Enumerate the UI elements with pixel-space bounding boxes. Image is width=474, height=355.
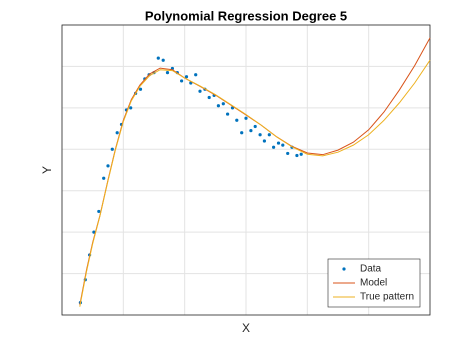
data-point [110,147,114,151]
data-point [262,139,266,143]
data-point [106,164,110,168]
y-axis-label: Y [40,166,54,174]
data-point [240,131,244,135]
plot-frame [61,24,431,316]
data-point [286,151,290,156]
data-point [258,133,262,137]
data-point [281,143,285,147]
data-point [249,129,253,133]
data-point [115,131,119,135]
data-point [180,79,184,83]
data-point [92,230,96,234]
data-point [295,153,299,158]
data-point [138,87,143,91]
data-point [221,102,225,106]
data-point [299,152,303,156]
data-point [102,176,106,180]
legend-marker [342,267,346,271]
data-point [97,209,101,214]
data-point [165,71,170,75]
legend-label: Model [360,278,387,289]
data-point [226,112,230,116]
x-axis-label: X [242,321,250,335]
series-line [79,59,431,307]
data-point [235,118,239,122]
data-point [272,145,276,149]
chart-title: Polynomial Regression Degree 5 [145,8,347,23]
data-point [198,89,202,93]
data-point [216,104,220,108]
data-point [244,116,248,120]
data-point [161,58,165,62]
data-point [276,141,281,145]
data-point [253,124,257,129]
data-point [129,106,133,110]
data-point [184,75,189,79]
data-point [267,133,271,137]
legend-label: True pattern [360,292,414,303]
data-point [194,73,198,77]
data-point [156,56,160,60]
legend-label: Data [360,264,382,275]
data-point [207,95,211,100]
